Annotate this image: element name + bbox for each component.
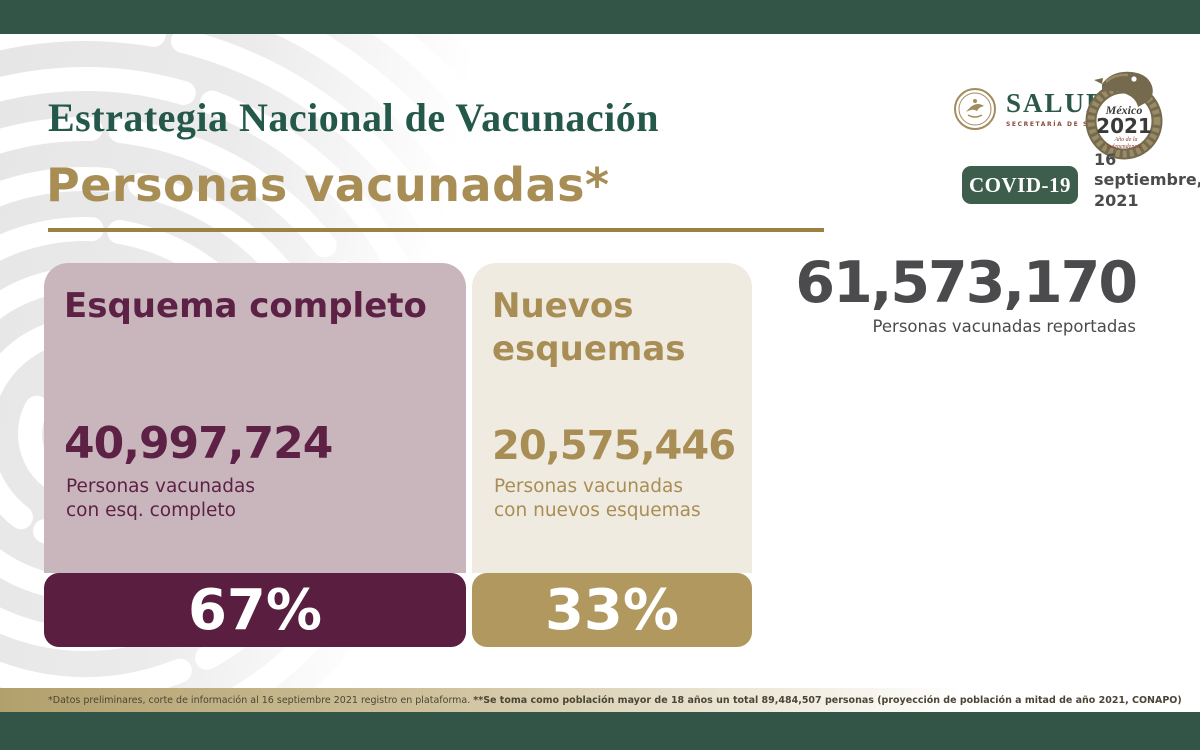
mexico-logo-year: 2021 — [1096, 114, 1152, 138]
card-nuevos-esquemas-label-1: Personas vacunadas — [494, 475, 683, 497]
card-nuevos-esquemas-label: Personas vacunadas con nuevos esquemas — [494, 475, 730, 523]
salud-secretaria-label: SECRETARÍA DE SALUD — [1006, 121, 1114, 128]
card-esquema-completo-label-2: con esq. completo — [66, 499, 236, 521]
mexico-logo-country: México — [1105, 103, 1143, 117]
bottom-green-band — [0, 712, 1200, 750]
quetzalcoatl-icon: México 2021 Año de la Independencia — [1085, 71, 1163, 160]
page-subtitle: Personas vacunadas* — [46, 158, 610, 212]
card-esquema-completo: Esquema completo 40,997,724 Personas vac… — [44, 263, 466, 573]
footer-note-1: *Datos preliminares, corte de informació… — [48, 694, 471, 706]
page-title: Estrategia Nacional de Vacunación — [48, 95, 659, 140]
total-vaccinated-value: 61,573,170 — [795, 250, 1138, 316]
report-date-year: 2021 — [1094, 190, 1139, 210]
mexico-2021-logo: México 2021 Año de la Independencia — [1082, 66, 1166, 164]
gold-divider — [48, 228, 824, 232]
total-vaccinated-label: Personas vacunadas reportadas — [872, 316, 1136, 336]
salud-seal-icon — [954, 88, 996, 130]
card-nuevos-esquemas: Nuevos esquemas 20,575,446 Personas vacu… — [472, 263, 752, 573]
percent-bar-nuevos-esquemas: 33% — [472, 573, 752, 647]
footer-note: *Datos preliminares, corte de informació… — [48, 695, 1182, 706]
top-green-band — [0, 0, 1200, 34]
report-date-month: septiembre, — [1094, 170, 1200, 190]
footer-note-band: *Datos preliminares, corte de informació… — [0, 688, 1200, 712]
card-nuevos-esquemas-title: Nuevos esquemas — [492, 286, 686, 369]
card-esquema-completo-value: 40,997,724 — [64, 417, 333, 469]
total-summary: 61,573,170 Personas vacunadas reportadas — [795, 250, 1138, 336]
card-esquema-completo-title: Esquema completo — [64, 286, 427, 326]
covid-19-badge: COVID-19 — [962, 166, 1078, 204]
card-nuevos-esquemas-value: 20,575,446 — [492, 422, 736, 469]
mexico-logo-motto-2: Independencia — [1105, 144, 1141, 150]
card-esquema-completo-label-1: Personas vacunadas — [66, 475, 255, 497]
mexico-logo-motto-1: Año de la — [1114, 137, 1138, 143]
report-date: 16 septiembre, 2021 — [1094, 150, 1200, 211]
footer-note-2: **Se toma como población mayor de 18 año… — [473, 694, 1182, 706]
report-date-day: 16 — [1094, 150, 1117, 169]
card-esquema-completo-label: Personas vacunadas con esq. completo — [66, 475, 444, 523]
card-nuevos-esquemas-label-2: con nuevos esquemas — [494, 499, 701, 521]
percent-bar-esquema-completo: 67% — [44, 573, 466, 647]
